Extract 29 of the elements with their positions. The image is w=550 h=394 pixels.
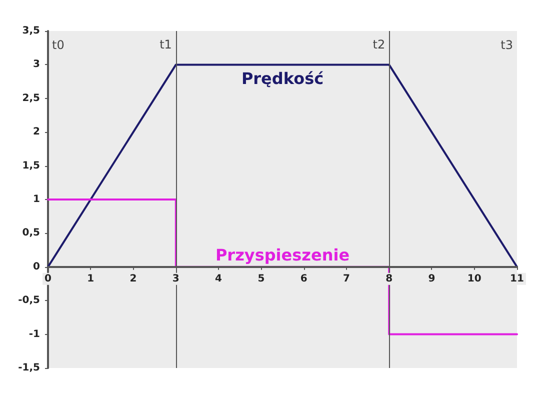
x-tick-label: 8 [386, 273, 393, 284]
x-tick-label: 4 [215, 273, 222, 284]
y-tick-label: 1 [33, 194, 40, 205]
y-tick-label: -0,5 [18, 295, 40, 306]
y-tick-label: 2 [33, 126, 40, 138]
y-tick-label: 2,5 [22, 92, 40, 104]
x-tick-label: 11 [510, 273, 524, 284]
x-tick-label: 10 [467, 273, 482, 284]
y-tick-label: 0,5 [22, 228, 40, 239]
x-tick-label: 1 [87, 273, 94, 284]
x-tick-label: 5 [258, 273, 265, 284]
y-tick-label: 0 [33, 261, 40, 272]
series-label: Prędkość [241, 69, 324, 88]
y-tick-label: -1 [28, 328, 40, 340]
annotation: t1 [160, 37, 172, 52]
y-tick-label: 1,5 [22, 160, 40, 172]
x-tick-label: 6 [300, 273, 308, 284]
annotation: t3 [500, 38, 513, 52]
x-tick-label: 7 [342, 273, 350, 284]
y-tick-label: 3,5 [22, 26, 40, 36]
x-tick-label: 3 [172, 273, 180, 284]
y-tick-label: -1,5 [18, 362, 40, 374]
series-label: Przyspieszenie [215, 245, 350, 264]
x-tick-label: 9 [428, 273, 436, 284]
x-tick-label: 2 [130, 273, 137, 284]
annotation: t2 [372, 37, 386, 52]
annotation: t0 [52, 38, 64, 52]
y-tick-label: 3 [33, 59, 40, 70]
x-tick-label: 0 [44, 273, 52, 284]
